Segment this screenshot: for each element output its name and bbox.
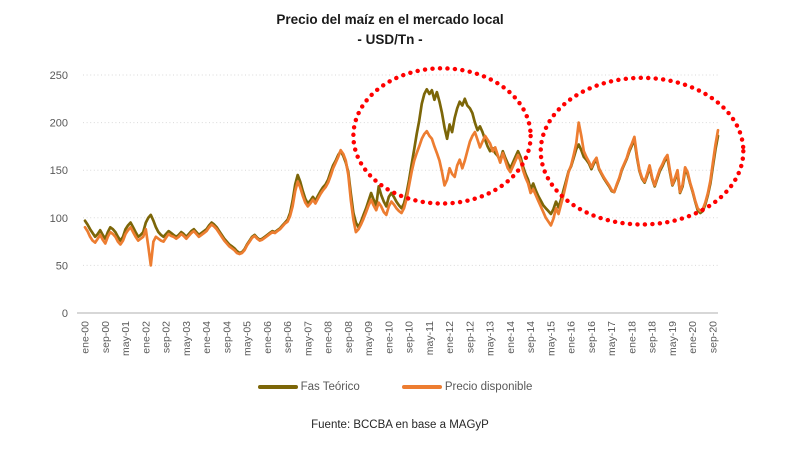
x-tick-label: may-05 bbox=[242, 321, 254, 356]
x-tick-label: may-07 bbox=[302, 321, 314, 356]
x-tick-label: ene-18 bbox=[626, 321, 638, 354]
x-tick-label: may-03 bbox=[181, 321, 193, 356]
legend-swatch-fas-teorico bbox=[257, 385, 298, 389]
source-note: Fuente: BCCBA en base a MAGyP bbox=[311, 419, 489, 431]
series-line-fas-te-rico bbox=[83, 87, 720, 255]
series-line-precio-disponible bbox=[83, 121, 720, 267]
x-tick-label: sep-20 bbox=[707, 321, 719, 353]
x-tick-label: ene-10 bbox=[383, 321, 395, 354]
highlight-2011-2013-ellipse bbox=[351, 66, 533, 206]
legend-swatch-precio-disponible bbox=[401, 385, 442, 389]
x-tick-label: sep-14 bbox=[525, 321, 537, 353]
y-tick-label: 0 bbox=[62, 308, 68, 320]
x-tick-label: ene-00 bbox=[80, 321, 92, 354]
x-tick-label: sep-18 bbox=[647, 321, 659, 353]
x-tick-label: ene-12 bbox=[444, 321, 456, 354]
x-tick-label: sep-04 bbox=[221, 321, 233, 353]
x-tick-label: may-17 bbox=[606, 321, 618, 356]
chart-title: Precio del maíz en el mercado local - US… bbox=[10, 10, 770, 49]
price-line-chart: 0 50 100 150 200 250 ene-00 sep-00 may-01 ene-02 s… bbox=[50, 66, 746, 356]
x-tick-label: ene-04 bbox=[201, 321, 213, 354]
x-tick-label: may-19 bbox=[667, 321, 679, 356]
x-tick-label: sep-02 bbox=[161, 321, 173, 353]
chart-title-line1: Precio del maíz en el mercado local bbox=[276, 12, 504, 27]
highlight-2016-2020-ellipse bbox=[538, 75, 746, 227]
x-tick-label: sep-10 bbox=[404, 321, 416, 353]
legend-item-precio-disponible[interactable]: Precio disponible bbox=[401, 381, 533, 393]
x-tick-label: ene-08 bbox=[323, 321, 335, 354]
y-tick-label: 200 bbox=[50, 118, 68, 130]
x-tick-label: sep-16 bbox=[586, 321, 598, 353]
x-tick-label: ene-06 bbox=[262, 321, 274, 354]
y-tick-label: 100 bbox=[50, 213, 68, 225]
x-tick-label: ene-16 bbox=[566, 321, 578, 354]
x-tick-label: sep-12 bbox=[464, 321, 476, 353]
y-tick-label: 250 bbox=[50, 70, 68, 82]
x-tick-label: ene-02 bbox=[140, 321, 152, 354]
x-tick-label: ene-20 bbox=[687, 321, 699, 354]
chart-legend: Fas Teórico Precio disponible bbox=[0, 381, 790, 393]
x-tick-label: sep-00 bbox=[100, 321, 112, 353]
x-tick-label: sep-08 bbox=[343, 321, 355, 353]
x-tick-label: sep-06 bbox=[282, 321, 294, 353]
x-tick-label: may-13 bbox=[485, 321, 497, 356]
x-tick-label: may-15 bbox=[545, 321, 557, 356]
x-tick-label: may-11 bbox=[424, 321, 436, 355]
legend-label-fas-teorico: Fas Teórico bbox=[300, 381, 360, 393]
y-tick-label: 150 bbox=[50, 165, 68, 177]
x-tick-label: may-01 bbox=[120, 321, 132, 356]
x-tick-label: ene-14 bbox=[505, 321, 517, 354]
x-tick-label: may-09 bbox=[363, 321, 375, 356]
chart-title-line2: - USD/Tn - bbox=[357, 31, 423, 47]
legend-label-precio-disponible: Precio disponible bbox=[444, 381, 533, 393]
legend-item-fas-teorico[interactable]: Fas Teórico bbox=[257, 381, 360, 393]
y-tick-label: 50 bbox=[56, 260, 68, 272]
